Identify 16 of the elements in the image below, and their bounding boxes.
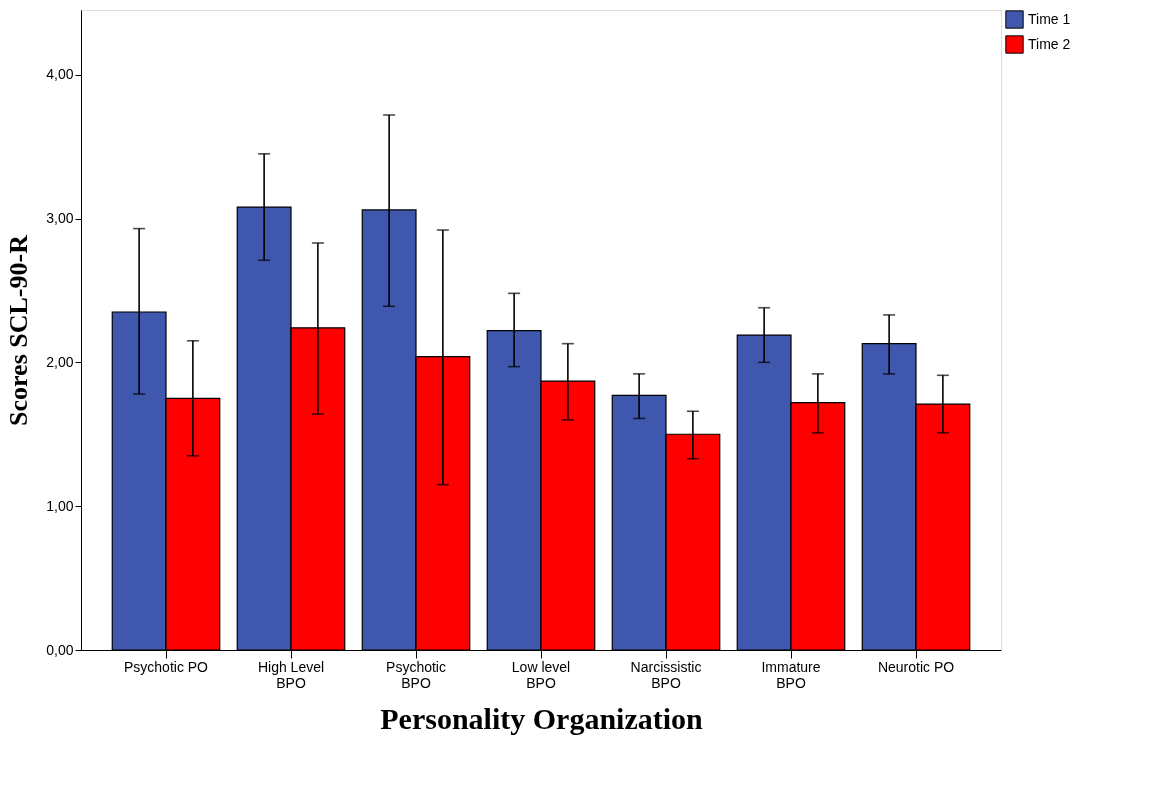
y-tick-label: 4,00 <box>46 66 74 83</box>
x-tick-label: Psychotic BPO <box>386 658 446 691</box>
x-tick-label: High Level BPO <box>257 658 325 691</box>
legend-label: Time 2 <box>1028 35 1071 52</box>
x-tick-label: Immature BPO <box>761 658 821 691</box>
y-axis-title: Scores SCL-90-R <box>4 234 34 426</box>
y-tick-label: 0,00 <box>46 641 74 658</box>
y-tick-label: 2,00 <box>46 353 74 370</box>
y-tick-label: 3,00 <box>46 210 74 227</box>
x-tick-label: Psychotic PO <box>123 658 209 675</box>
x-tick-label: Narcissistic BPO <box>630 658 702 691</box>
legend-label: Time 1 <box>1028 10 1071 27</box>
y-tick-label: 1,00 <box>46 497 74 514</box>
x-tick-label: Neurotic PO <box>877 658 955 675</box>
x-tick-label: Low level BPO <box>511 658 571 691</box>
x-axis-title: Personality Organization <box>380 701 704 735</box>
